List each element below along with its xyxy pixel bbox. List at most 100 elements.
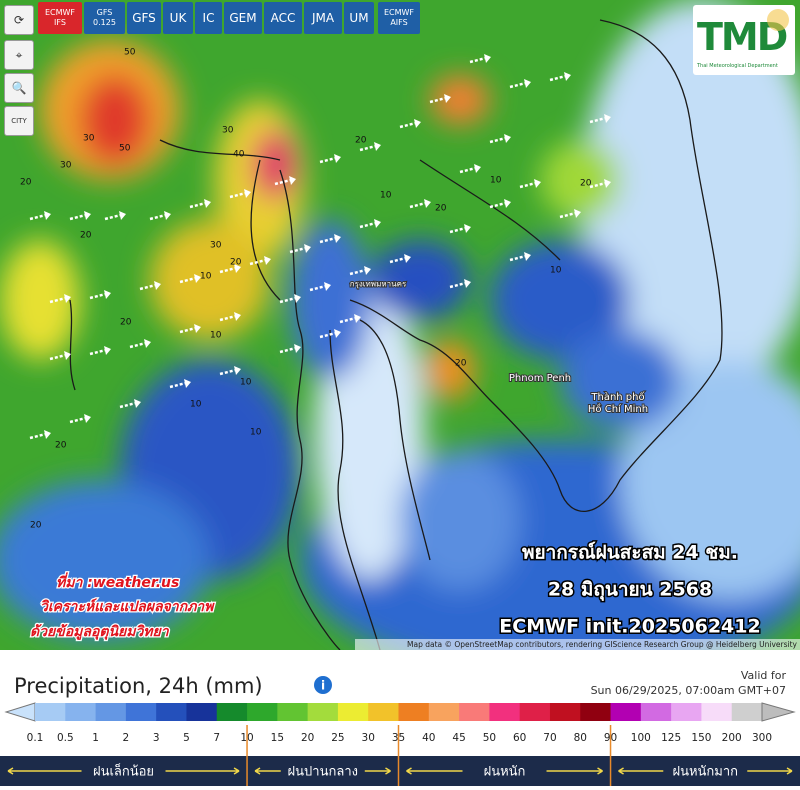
colorbar-label: 2: [123, 732, 130, 744]
wind-arrow-head: [524, 252, 531, 261]
colorbar-label: 0.1: [27, 732, 44, 744]
category-bar: [0, 756, 800, 786]
category-label: ฝนเล็กน้อย: [93, 762, 154, 780]
wind-arrow-head: [119, 211, 126, 220]
wind-arrow-head: [354, 314, 361, 323]
category-label: ฝนหนัก: [484, 765, 526, 780]
color-swatch: [95, 703, 127, 721]
color-swatch: [428, 703, 460, 721]
wind-arrow: [509, 81, 527, 89]
wind-arrow-head: [484, 54, 491, 63]
wind-arrow-head: [184, 379, 191, 388]
wind-arrow-head: [304, 244, 311, 253]
contour-label: 10: [240, 378, 252, 388]
wind-arrow: [49, 296, 67, 304]
logo-sun: [767, 9, 789, 31]
model-tab[interactable]: GEM: [224, 2, 262, 34]
wind-arrow-head: [244, 189, 251, 198]
zoom-button[interactable]: 🔍: [4, 73, 34, 103]
wind-arrow-head: [234, 312, 241, 321]
contour-label: 20: [230, 258, 242, 268]
color-swatch: [731, 703, 763, 721]
contour-label: 30: [60, 161, 72, 171]
contour-label: 30: [210, 241, 222, 251]
color-swatch: [489, 703, 521, 721]
locate-button[interactable]: ⌖: [4, 40, 34, 70]
wind-arrow-head: [294, 294, 301, 303]
wind-arrow: [69, 213, 87, 221]
wind-arrow-head: [164, 211, 171, 220]
contour-label: 10: [190, 400, 202, 410]
model-tab[interactable]: GFS: [127, 2, 161, 34]
contour-label: 20: [30, 521, 42, 531]
legend-title: Precipitation, 24h (mm): [14, 674, 263, 698]
wind-arrow: [389, 256, 407, 264]
wind-arrow: [149, 213, 167, 221]
reload-button[interactable]: ⟳: [4, 5, 34, 35]
wind-arrow: [104, 213, 122, 221]
place-label: Thành phố: [590, 391, 644, 403]
model-tab[interactable]: ECMWF AIFS: [378, 2, 420, 34]
wind-arrow-head: [404, 254, 411, 263]
wind-arrow: [359, 144, 377, 152]
wind-arrow: [219, 314, 237, 322]
wind-arrow: [29, 213, 47, 221]
model-tab[interactable]: GFS 0.125: [84, 2, 125, 34]
wind-arrow: [69, 416, 87, 424]
wind-arrow-head: [234, 264, 241, 273]
model-tab[interactable]: UK: [163, 2, 193, 34]
contour-label: 50: [119, 144, 131, 154]
contour-label: 10: [550, 266, 562, 276]
colorbar-label: 70: [543, 732, 556, 744]
wind-arrow: [319, 236, 337, 244]
color-swatch: [247, 703, 278, 721]
place-label: Hồ Chí Minh: [588, 403, 648, 415]
color-swatch: [307, 703, 339, 721]
wind-arrow: [119, 401, 137, 409]
wind-arrow-head: [464, 224, 471, 233]
wind-arrow: [279, 296, 297, 304]
info-icon[interactable]: [314, 676, 332, 694]
wind-arrow-head: [64, 351, 71, 360]
model-tab[interactable]: UM: [344, 2, 374, 34]
logo: TMD Thai Meteorological Department: [693, 5, 795, 75]
model-tab[interactable]: ECMWF IFS: [38, 2, 82, 34]
color-swatch: [35, 703, 66, 721]
contour-label: 20: [80, 231, 92, 241]
model-tab[interactable]: JMA: [304, 2, 342, 34]
color-swatch: [459, 703, 490, 721]
overlay-title: พยากรณ์ฝนสะสม 24 ชม.: [522, 542, 738, 564]
wind-arrow: [319, 331, 337, 339]
wind-arrow: [179, 326, 197, 334]
place-label: กรุงเทพมหานคร: [350, 280, 407, 289]
legend: Precipitation, 24h (mm) i Valid for Sun …: [0, 650, 800, 786]
wind-arrow: [249, 258, 267, 266]
wind-arrow-head: [574, 209, 581, 218]
overlay-init: ECMWF init.2025062412: [499, 616, 760, 638]
city-button[interactable]: CITY: [4, 106, 34, 136]
wind-arrows: [29, 54, 611, 440]
wind-arrow-head: [144, 339, 151, 348]
contour-label: 20: [55, 441, 67, 451]
contour-label: 20: [580, 179, 592, 189]
wind-arrow: [229, 191, 247, 199]
wind-arrow: [519, 181, 537, 189]
colorbar-label: 20: [301, 732, 314, 744]
wind-arrow: [339, 316, 357, 324]
colorbar-label: 5: [183, 732, 190, 744]
wind-arrow: [429, 96, 447, 104]
wind-arrow: [459, 166, 477, 174]
model-tab[interactable]: ACC: [264, 2, 302, 34]
category-arrow: [618, 767, 793, 775]
contour-label: 10: [490, 176, 502, 186]
colorbar-label: 30: [362, 732, 375, 744]
wind-arrow: [274, 178, 292, 186]
model-tab[interactable]: IC: [195, 2, 222, 34]
wind-arrow: [89, 292, 107, 300]
wind-arrow: [449, 281, 467, 289]
contour-label: 10: [200, 272, 212, 282]
contour-label: 10: [380, 191, 392, 201]
wind-arrow-head: [504, 199, 511, 208]
credit-line: ที่มา :weather.us: [56, 572, 179, 591]
color-swatch: [125, 703, 157, 721]
